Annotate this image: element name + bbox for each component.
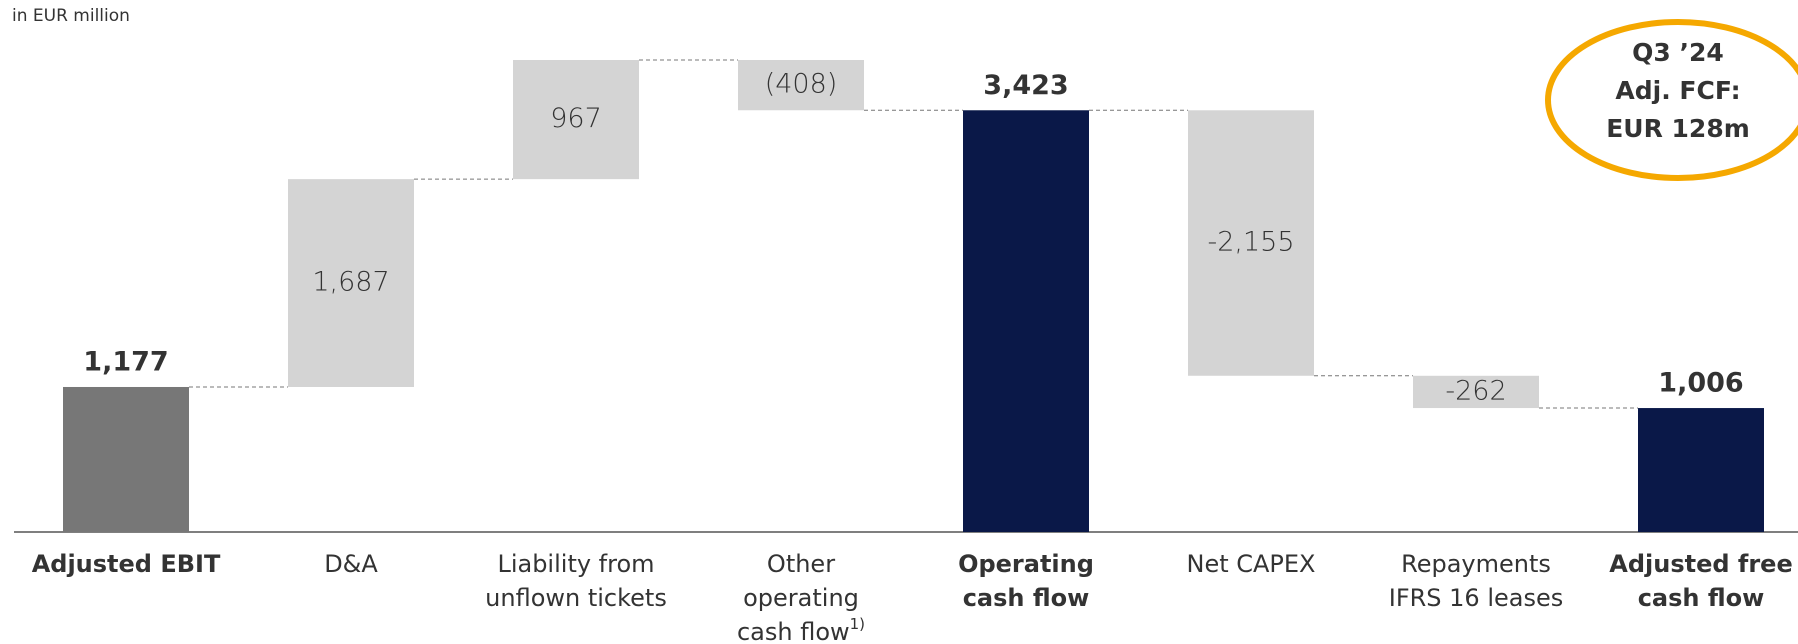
- x-tick-label: Adjusted EBIT: [32, 550, 221, 578]
- x-tick-label: cash flow: [963, 584, 1090, 612]
- value-label: (408): [765, 69, 838, 100]
- category-text: D&A: [324, 550, 378, 578]
- category-text: Liability from: [497, 550, 654, 578]
- x-tick-label: D&A: [324, 550, 378, 578]
- bar: [63, 386, 189, 532]
- x-tick-label: IFRS 16 leases: [1389, 584, 1564, 612]
- x-tick-label: cash flow: [1638, 584, 1765, 612]
- category-text: cash flow: [1638, 584, 1765, 612]
- category-text: Adjusted free: [1609, 550, 1792, 578]
- value-label: 1,177: [83, 346, 168, 377]
- bar: [963, 110, 1089, 532]
- category-text: IFRS 16 leases: [1389, 584, 1564, 612]
- category-text: Repayments: [1401, 550, 1551, 578]
- value-label: 967: [550, 103, 602, 134]
- bar: [288, 179, 414, 387]
- category-text: Other: [767, 550, 835, 578]
- bar: [513, 60, 639, 180]
- value-label: -262: [1445, 375, 1506, 406]
- subtitle: in EUR million: [12, 6, 130, 26]
- bar: [1413, 375, 1539, 409]
- x-tick-label: Repayments: [1401, 550, 1551, 578]
- bar: [1638, 408, 1764, 532]
- badge-text: Q3 ’24: [1632, 38, 1724, 67]
- category-text: Net CAPEX: [1186, 550, 1315, 578]
- category-text: operating: [743, 584, 859, 612]
- x-tick-label: unflown tickets: [485, 584, 667, 612]
- x-tick-label: cash flow1): [737, 615, 865, 644]
- badge-text: Adj. FCF:: [1615, 76, 1740, 105]
- category-text: cash flow: [737, 618, 850, 644]
- value-label: -2,155: [1207, 227, 1294, 258]
- category-text: Adjusted EBIT: [32, 550, 221, 578]
- x-tick-label: Liability from: [497, 550, 654, 578]
- value-label: 1,006: [1658, 368, 1743, 399]
- x-tick-label: Adjusted free: [1609, 550, 1792, 578]
- x-tick-label: Other: [767, 550, 835, 578]
- badge-text: EUR 128m: [1606, 114, 1750, 143]
- x-tick-label: Operating: [958, 550, 1094, 578]
- value-label: 3,423: [983, 70, 1068, 101]
- x-tick-label: operating: [743, 584, 859, 612]
- value-label: 1,687: [312, 267, 389, 298]
- category-text: unflown tickets: [485, 584, 667, 612]
- footnote-mark: 1): [850, 615, 865, 633]
- category-text: Operating: [958, 550, 1094, 578]
- category-text: cash flow: [963, 584, 1090, 612]
- bar: [1188, 110, 1314, 376]
- badge-ring: [1545, 19, 1798, 181]
- x-tick-label: Net CAPEX: [1186, 550, 1315, 578]
- bar: [738, 60, 864, 111]
